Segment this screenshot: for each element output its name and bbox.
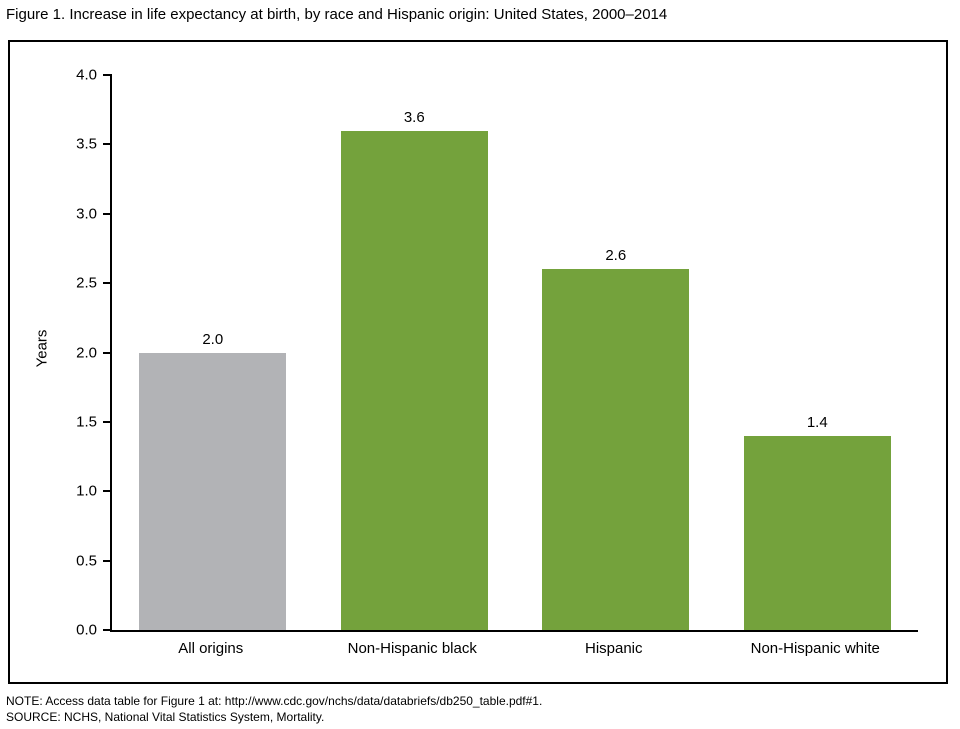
x-category-label: Non-Hispanic white [750,640,880,657]
y-tick-mark [103,282,112,285]
y-tick-mark [103,420,112,423]
bar-hispanic [542,269,690,630]
bar-slot: 1.4 [717,75,919,630]
plot-area: 4.0 3.5 3.0 2.5 2.0 1.5 1.0 0.5 0.0 2.0 3.6 2.6 1.4 [76,67,918,639]
figure-title: Figure 1. Increase in life expectancy at… [6,6,668,23]
bar-non-hispanic-white [743,435,891,630]
chart-box: Years 4.0 3.5 3.0 2.5 2.0 1.5 1.0 0.5 0.0 2.0 3.6… [8,40,948,684]
bar-value-label: 1.4 [806,413,828,431]
y-tick-label: 1.5 [76,413,97,431]
y-tick-label: 3.5 [76,135,97,153]
y-tick-label: 2.0 [76,344,97,361]
bar-non-hispanic-black [340,130,488,630]
y-tick-label: 3.0 [76,205,97,223]
x-axis-labels: All origins Non-Hispanic black Hispanic Non… [110,640,916,657]
y-tick-mark [103,74,112,76]
chart-notes: NOTE: Access data table for Figure 1 at:… [6,693,954,725]
y-tick-mark [103,629,112,631]
y-tick-mark [103,559,112,562]
bar-all-origins [139,352,287,630]
bar-slot: 2.6 [515,75,717,630]
source-line: SOURCE: NCHS, National Vital Statistics … [6,710,325,725]
bar-value-label: 2.0 [202,330,224,348]
y-tick-mark [103,351,112,354]
bar-slot: 2.0 [112,75,314,630]
bar-value-label: 3.6 [403,108,425,126]
y-tick-label: 1.0 [76,482,97,500]
y-tick-label: 0.0 [76,621,97,639]
bar-slot: 3.6 [314,75,516,630]
x-category-label: Non-Hispanic black [347,640,477,657]
y-tick-mark [103,143,112,146]
y-tick-mark [103,490,112,493]
bars: 2.0 3.6 2.6 1.4 [112,75,918,630]
y-tick-label: 0.5 [76,552,97,570]
y-axis-label: Years [33,329,51,368]
x-category-label: Hispanic [584,640,643,657]
y-tick-label: 2.5 [76,274,97,292]
bar-value-label: 2.6 [605,247,627,265]
note-line: NOTE: Access data table for Figure 1 at:… [6,694,543,708]
x-category-label: All origins [178,640,244,657]
y-tick-mark [103,212,112,215]
y-tick-label: 4.0 [76,66,97,84]
